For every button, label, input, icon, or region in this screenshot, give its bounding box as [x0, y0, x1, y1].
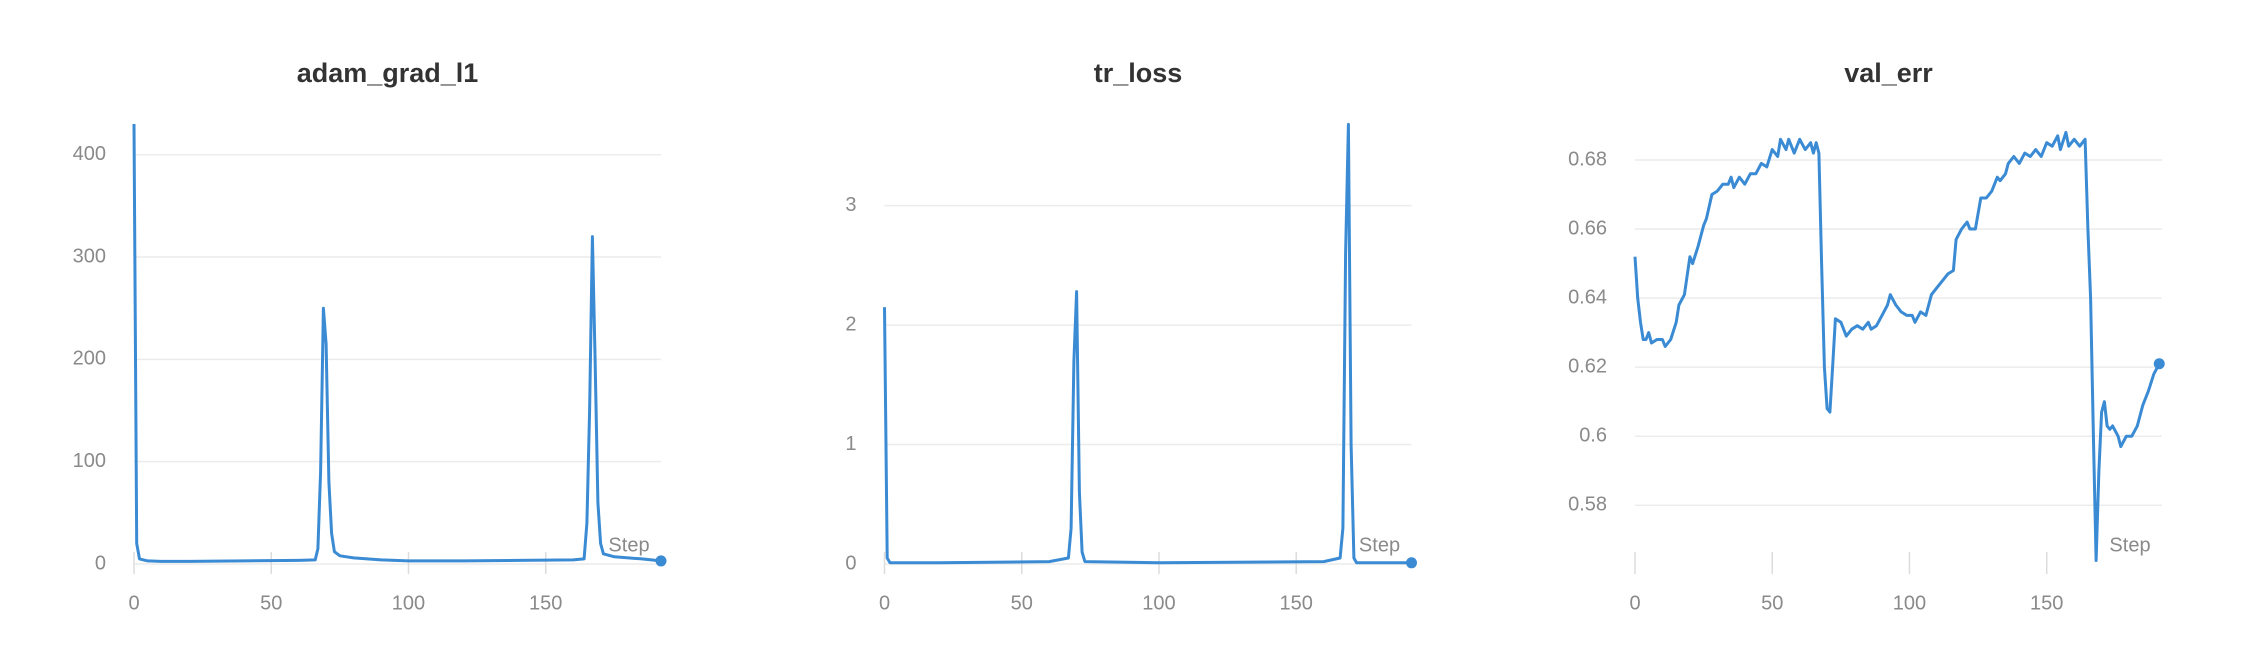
y-tick-label: 0.68 — [1568, 148, 1607, 170]
x-tick-label: 100 — [392, 592, 425, 614]
y-tick-label: 100 — [73, 450, 106, 472]
x-tick-label: 150 — [2030, 592, 2063, 614]
last-point — [2153, 358, 2165, 370]
y-tick-label: 0.64 — [1568, 286, 1607, 308]
y-tick-label: 0 — [95, 552, 106, 574]
x-axis-label: Step — [2109, 534, 2150, 556]
y-tick-label: 0.6 — [1579, 425, 1607, 447]
x-tick-label: 100 — [1893, 592, 1926, 614]
x-axis-label: Step — [1359, 534, 1400, 556]
x-tick-label: 0 — [128, 592, 139, 614]
y-tick-label: 3 — [845, 194, 856, 216]
x-tick-label: 100 — [1142, 592, 1175, 614]
chart-title: adam_grad_l1 — [297, 58, 479, 88]
data-line — [883, 122, 1412, 565]
x-axis-label: Step — [608, 534, 649, 556]
chart-title: tr_loss — [1094, 58, 1183, 88]
chart-panel: val_err 0.58 0.6 0.62 0.64 0.66 0.68 0 50 100 150 S… — [1568, 58, 2165, 614]
x-tick-label: 50 — [1761, 592, 1783, 614]
y-tick-label: 0.58 — [1568, 494, 1607, 516]
data-line — [1633, 130, 2161, 562]
data-line — [132, 123, 662, 563]
x-tick-label: 50 — [260, 592, 282, 614]
x-tick-label: 0 — [879, 592, 890, 614]
last-point — [1406, 557, 1417, 569]
y-tick-label: 200 — [73, 348, 106, 370]
y-tick-label: 0.66 — [1568, 217, 1607, 239]
x-tick-label: 150 — [529, 592, 562, 614]
chart-panel: adam_grad_l1 0 100 200 300 400 0 50 100 150 Step — [73, 58, 667, 614]
y-tick-label: 300 — [73, 245, 106, 267]
chart-title: val_err — [1844, 58, 1933, 88]
last-point — [655, 555, 667, 567]
y-tick-label: 1 — [845, 433, 856, 455]
x-tick-label: 0 — [1629, 592, 1640, 614]
chart-panel: tr_loss 0 1 2 3 0 50 100 150 Step — [845, 58, 1417, 614]
x-tick-label: 50 — [1011, 592, 1033, 614]
y-tick-label: 0 — [845, 552, 856, 574]
y-tick-label: 0.62 — [1568, 355, 1607, 377]
x-tick-label: 150 — [1280, 592, 1313, 614]
y-tick-label: 400 — [73, 143, 106, 165]
y-tick-label: 2 — [845, 313, 856, 335]
